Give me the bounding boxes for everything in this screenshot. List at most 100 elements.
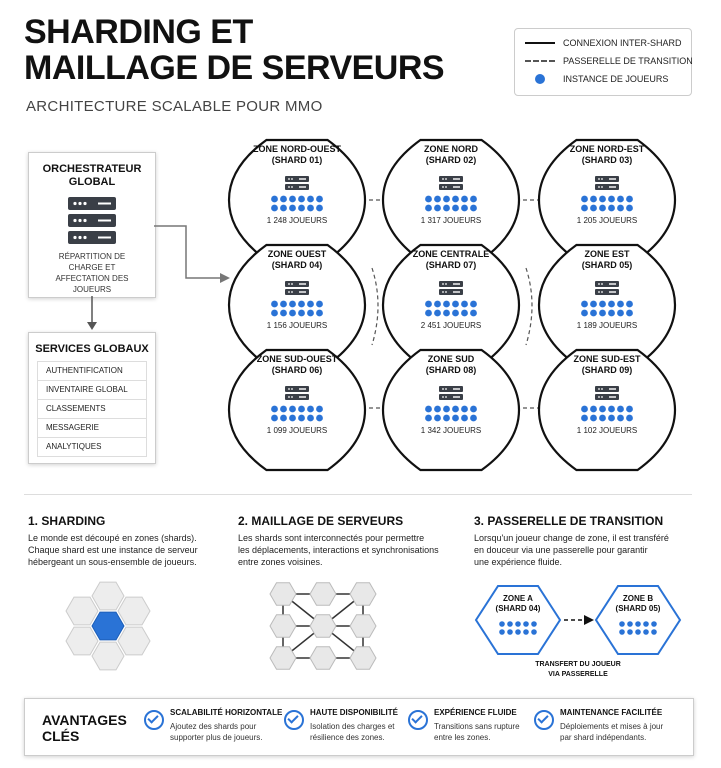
player-dot [316, 414, 323, 422]
player-dot [307, 300, 314, 308]
player-dot [452, 414, 459, 422]
zone-name: ZONE NORD-EST [569, 144, 645, 154]
player-dot [461, 405, 468, 413]
solid-line-icon [525, 42, 555, 44]
mesh-hex [349, 582, 377, 606]
player-dot [626, 414, 633, 422]
player-dot [443, 309, 450, 317]
check-circle-icon [144, 710, 164, 730]
player-dot [499, 629, 505, 635]
player-dot [298, 195, 305, 203]
zone-label: ZONE SUD-EST (SHARD 09) [537, 354, 677, 376]
mesh-hex [309, 614, 337, 638]
player-dot [507, 621, 513, 627]
zone-player-count: 1 099 JOUEURS [266, 426, 328, 435]
player-dot [316, 195, 323, 203]
player-dot [599, 414, 606, 422]
player-dot [452, 195, 459, 203]
player-dot [617, 204, 624, 212]
legend-dot-entry: INSTANCE DE JOUEURS [525, 74, 668, 84]
zone-player-count: 1 205 JOUEURS [576, 216, 638, 225]
player-dot [523, 629, 529, 635]
zone-label: ZONE SUD (SHARD 08) [381, 354, 521, 376]
player-dot [425, 405, 432, 413]
player-dot [599, 204, 606, 212]
shard-hex [537, 348, 677, 472]
player-dot [434, 300, 441, 308]
zone-label: ZONE NORD-EST (SHARD 03) [537, 144, 677, 166]
player-dot [651, 629, 657, 635]
player-dot [581, 195, 588, 203]
player-dot [651, 621, 657, 627]
legend-solid-entry: CONNEXION INTER-SHARD [525, 38, 682, 48]
advantages-title: AVANTAGES CLÉS [42, 712, 127, 744]
player-dot [289, 405, 296, 413]
player-dot [443, 195, 450, 203]
zone-player-count: 1 189 JOUEURS [576, 321, 638, 330]
shard-hex [117, 596, 151, 626]
player-dot [470, 300, 477, 308]
player-dot [507, 629, 513, 635]
player-dot [581, 309, 588, 317]
orchestrator-description: RÉPARTITION DE CHARGE ET AFFECTATION DES… [55, 252, 129, 294]
zone-a-hex [474, 585, 562, 655]
player-dot [307, 309, 314, 317]
shard-hex [65, 596, 99, 626]
player-dot [452, 309, 459, 317]
player-dot [289, 414, 296, 422]
sharding-text: Le monde est découpé en zones (shards). … [28, 533, 198, 567]
player-dot [626, 195, 633, 203]
page-subtitle: ARCHITECTURE SCALABLE POUR MMO [26, 98, 323, 115]
player-dot [316, 204, 323, 212]
service-inventory: INVENTAIRE GLOBAL [38, 381, 146, 400]
orchestrator-title: ORCHESTRATEUR GLOBAL [42, 163, 142, 188]
player-dot [599, 309, 606, 317]
player-dot [461, 300, 468, 308]
player-dot [307, 405, 314, 413]
player-dot [531, 621, 537, 627]
player-dot [434, 414, 441, 422]
player-dot [470, 195, 477, 203]
mesh-text: Les shards sont interconnectés pour perm… [238, 533, 439, 567]
transfer-arrow-icon [584, 615, 594, 625]
player-dot [470, 414, 477, 422]
player-dot [617, 195, 624, 203]
check-circle-icon [284, 710, 304, 730]
zone-label: ZONE NORD (SHARD 02) [381, 144, 521, 166]
zone-shard: (SHARD 06) [271, 365, 323, 375]
player-dot [599, 195, 606, 203]
player-dot [470, 309, 477, 317]
transfer-caption: TRANSFERT DU JOUEUR VIA PASSERELLE [535, 661, 621, 678]
player-dot [643, 621, 649, 627]
player-dot [617, 405, 624, 413]
player-dot [298, 204, 305, 212]
zone-shard: (SHARD 05) [581, 260, 633, 270]
zone-name: ZONE SUD-OUEST [256, 354, 338, 364]
player-dot [581, 300, 588, 308]
player-dot [434, 405, 441, 413]
service-authentication: AUTHENTIFICATION [38, 362, 146, 381]
player-dot [443, 300, 450, 308]
mesh-hex [349, 614, 377, 638]
player-dot [461, 204, 468, 212]
player-dot [608, 204, 615, 212]
zone-name: ZONE NORD [424, 144, 478, 154]
player-dot [531, 629, 537, 635]
player-dot [470, 405, 477, 413]
player-dot [617, 414, 624, 422]
player-dot [425, 414, 432, 422]
player-dot [425, 300, 432, 308]
title-line-2: MAILLAGE DE SERVEURS [24, 49, 445, 87]
zone-b-hex [594, 585, 682, 655]
player-dot [452, 405, 459, 413]
player-dot [280, 414, 287, 422]
player-dot [627, 621, 633, 627]
service-leaderboards: CLASSEMENTS [38, 400, 146, 419]
dashed-line-icon [525, 60, 555, 62]
check-circle-icon [534, 710, 554, 730]
player-dot [289, 300, 296, 308]
active-shard-hex [91, 611, 125, 641]
zone-shard: (SHARD 04) [271, 260, 323, 270]
player-dot [619, 621, 625, 627]
shard-hex [91, 581, 125, 611]
